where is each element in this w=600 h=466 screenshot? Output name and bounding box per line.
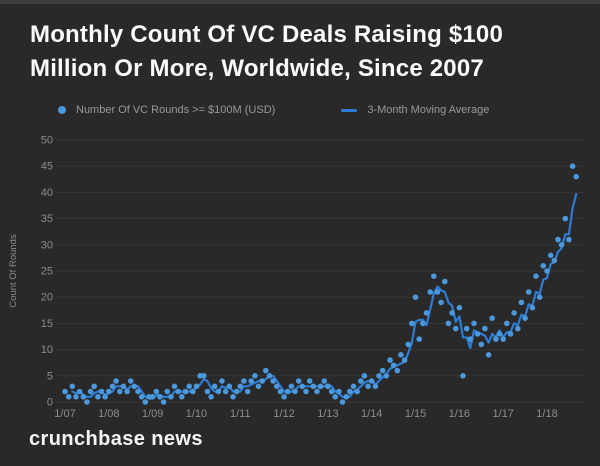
legend-label-moving-average: 3-Month Moving Average	[367, 104, 490, 116]
svg-text:1/10: 1/10	[186, 408, 207, 420]
svg-text:1/12: 1/12	[273, 408, 294, 420]
svg-text:10: 10	[41, 344, 53, 356]
svg-text:1/17: 1/17	[492, 408, 513, 420]
svg-text:25: 25	[41, 266, 53, 278]
svg-text:50: 50	[41, 135, 53, 147]
legend-item-vc-rounds: Number Of VC Rounds >= $100M (USD)	[58, 104, 275, 116]
svg-text:1/15: 1/15	[405, 408, 426, 420]
legend-label-vc-rounds: Number Of VC Rounds >= $100M (USD)	[76, 104, 276, 116]
svg-text:30: 30	[41, 239, 53, 251]
line-marker-icon	[341, 108, 358, 112]
svg-text:1/09: 1/09	[142, 408, 163, 420]
svg-text:1/11: 1/11	[230, 408, 251, 420]
svg-text:15: 15	[41, 318, 53, 330]
scatter-marker-icon	[58, 106, 66, 114]
svg-text:40: 40	[41, 187, 53, 199]
svg-text:1/13: 1/13	[317, 408, 338, 420]
svg-text:1/07: 1/07	[54, 408, 75, 420]
chart-title: Monthly Count Of VC Deals Raising $100 M…	[30, 21, 504, 82]
svg-text:Count Of Rounds: Count Of Rounds	[8, 234, 19, 308]
top-border	[0, 0, 600, 4]
brand-footer: crunchbase news	[29, 428, 203, 450]
svg-text:1/18: 1/18	[536, 408, 557, 420]
svg-text:1/14: 1/14	[361, 408, 382, 420]
svg-text:5: 5	[47, 370, 53, 382]
svg-text:45: 45	[41, 161, 53, 173]
legend: Number Of VC Rounds >= $100M (USD) 3-Mon…	[58, 102, 578, 118]
legend-item-moving-average: 3-Month Moving Average	[341, 104, 489, 116]
svg-text:20: 20	[41, 292, 53, 304]
svg-text:1/08: 1/08	[98, 408, 119, 420]
svg-text:1/16: 1/16	[449, 408, 470, 420]
svg-text:0: 0	[47, 397, 53, 409]
svg-text:35: 35	[41, 213, 53, 225]
